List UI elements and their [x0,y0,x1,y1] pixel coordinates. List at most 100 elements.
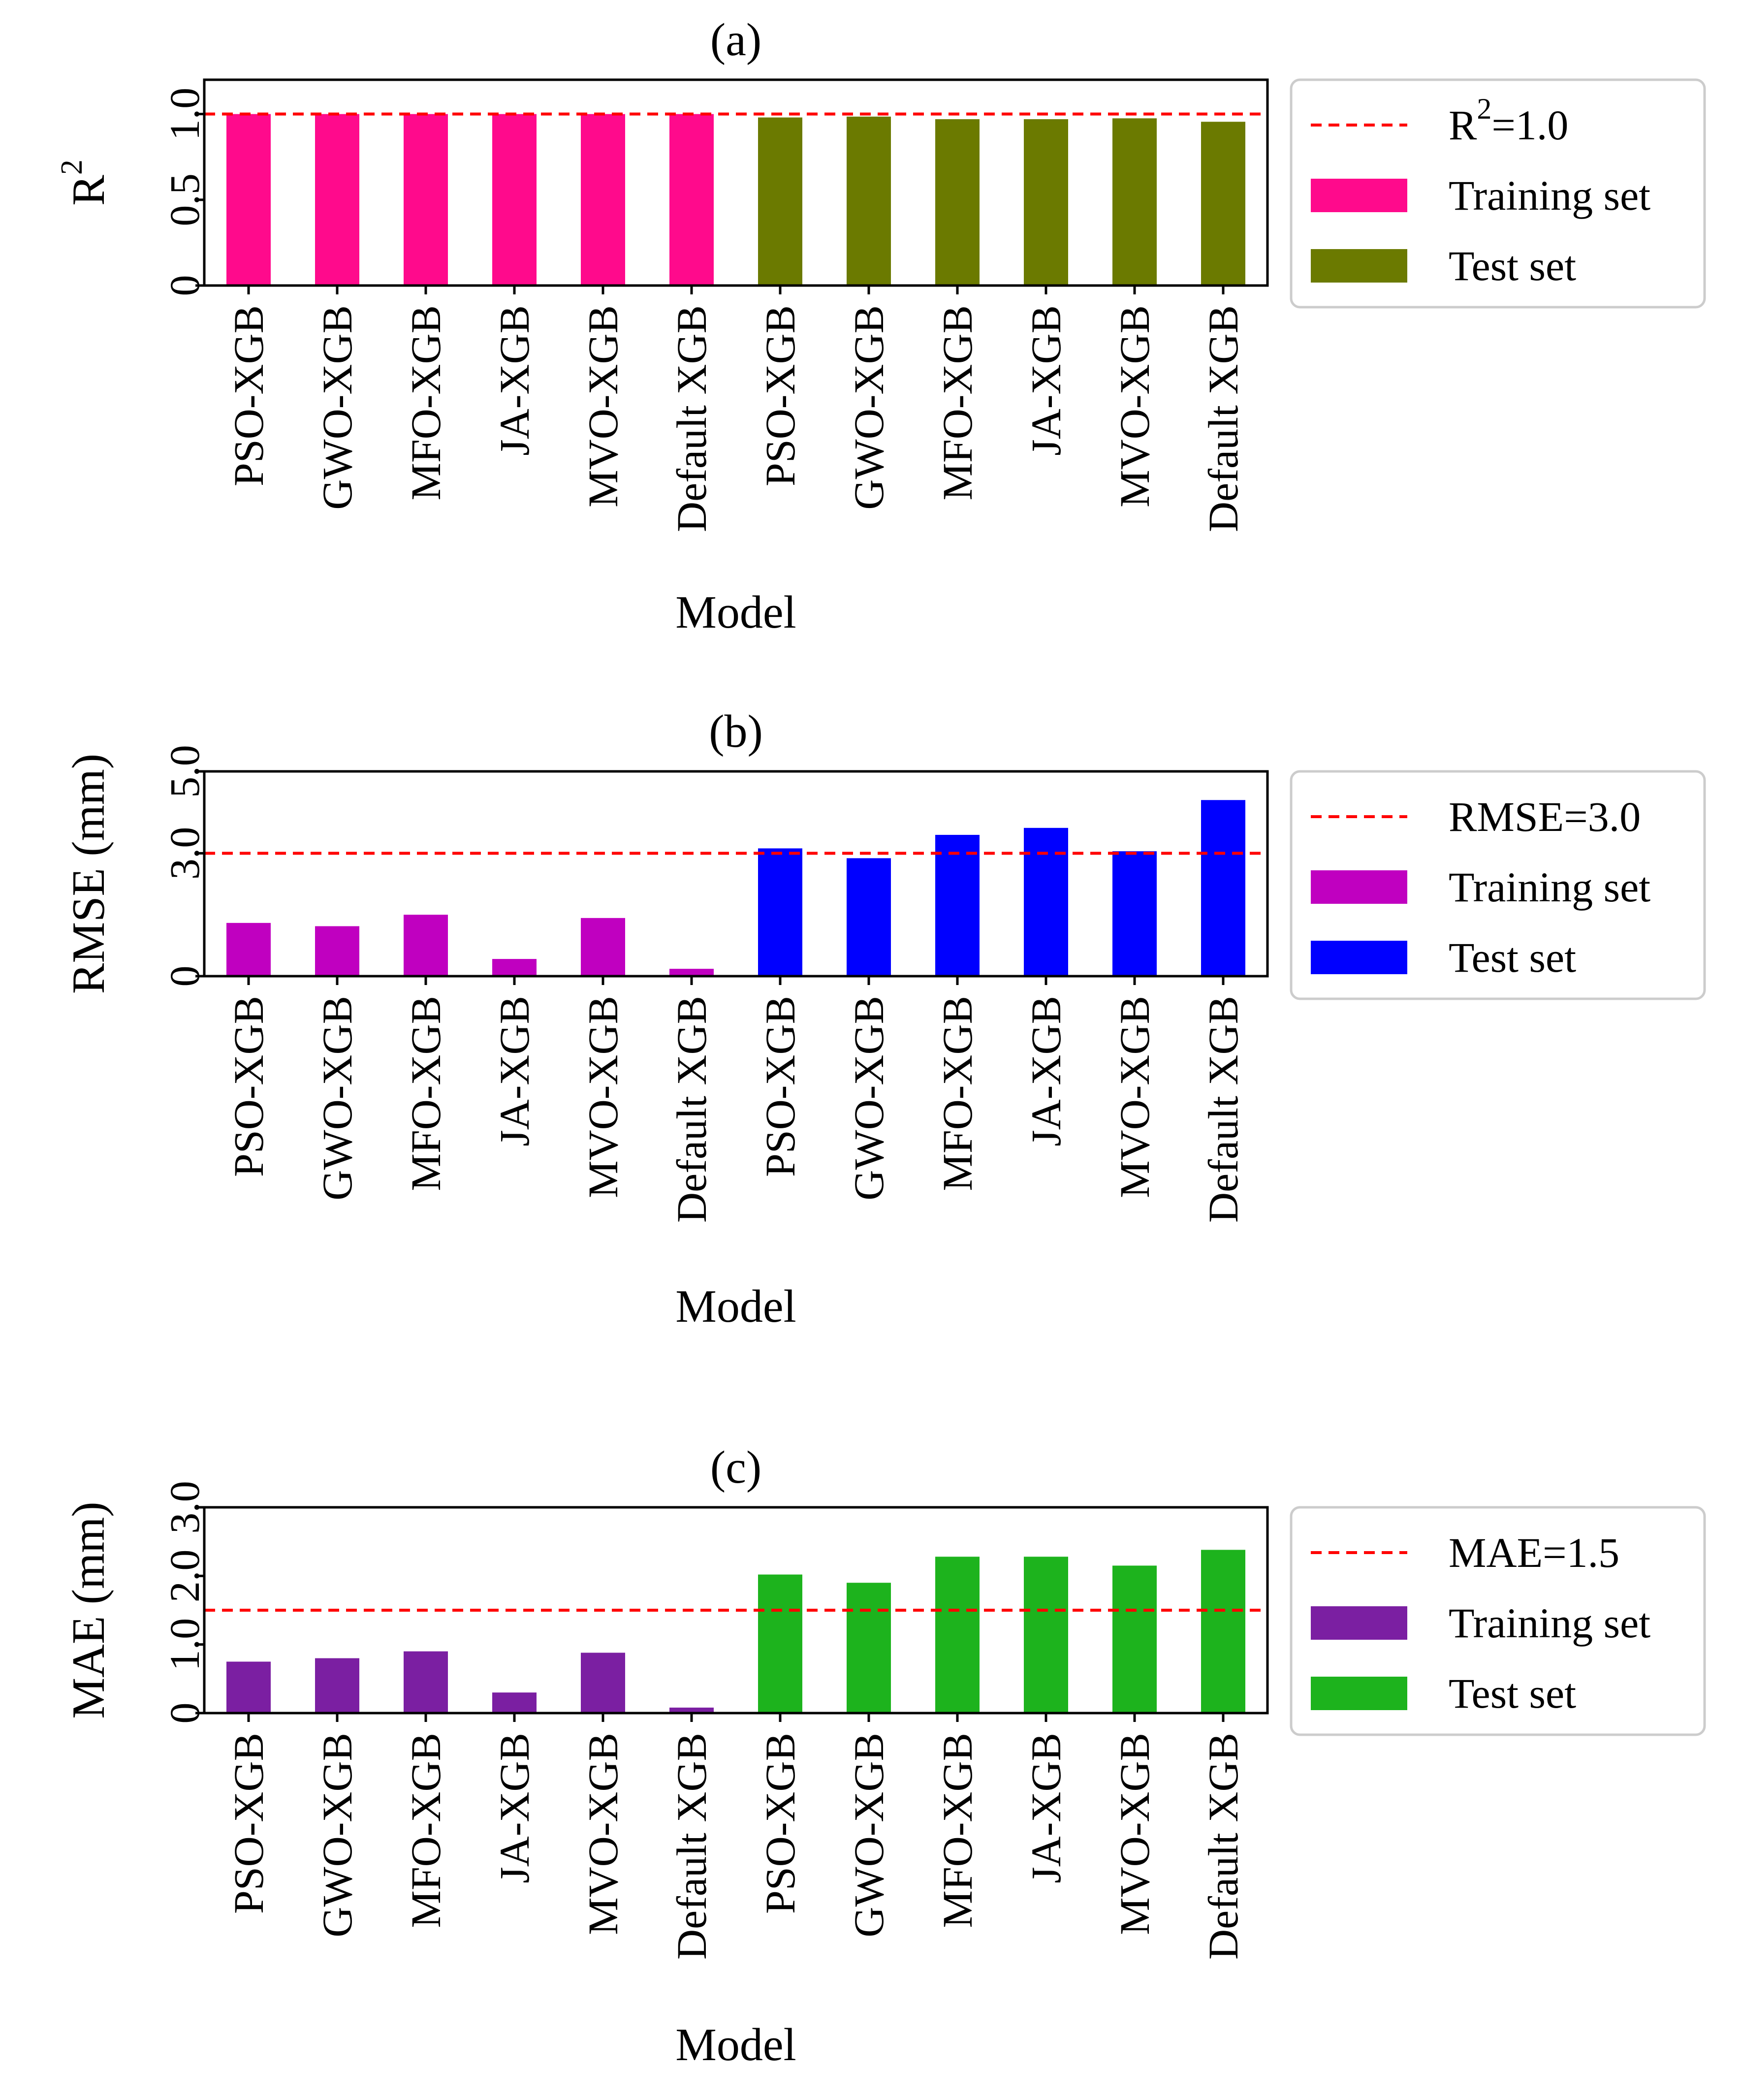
bar-test-7 [847,1583,891,1713]
bar-test-11 [1201,800,1245,976]
legend-label-test: Test set [1449,934,1576,981]
bar-training-0 [226,923,271,976]
x-tick-label: GWO-XGB [314,305,361,510]
legend-label-reference-text: MAE=1.5 [1449,1529,1619,1576]
x-tick-label: PSO-XGB [757,305,804,486]
chart-title: (c) [710,1442,761,1493]
bar-test-10 [1112,851,1157,976]
x-tick-label: MVO-XGB [1111,305,1158,508]
bar-training-1 [315,926,359,976]
bar-training-0 [226,1661,271,1713]
plot-frame [203,770,1269,978]
bar-test-9 [1024,827,1068,976]
bar-test-6 [758,848,802,976]
y-tick-label: 0 [161,966,208,987]
bar-training-5 [669,114,714,286]
x-tick-label: MVO-XGB [1111,1733,1158,1935]
bar-training-5 [669,1707,714,1713]
legend-label-reference-sup: 2 [1477,93,1491,125]
y-axis-label: MAE (mm) [63,1501,114,1718]
legend-swatch-test [1311,941,1407,974]
chart-title: (b) [709,706,763,757]
x-tick-label: Default XGB [668,1733,715,1960]
x-tick-label: JA-XGB [491,305,538,456]
bar-training-4 [581,918,625,976]
y-tick-label: 0 [161,275,208,296]
legend-label-test: Test set [1449,242,1576,289]
x-tick-label: MFO-XGB [934,305,981,501]
plot-frame [203,78,1269,287]
y-axis-label-text: R [63,175,114,206]
x-tick-label: GWO-XGB [845,1733,892,1938]
x-tick-label: PSO-XGB [757,1733,804,1914]
x-tick-label: PSO-XGB [225,996,272,1177]
legend-swatch-training [1311,870,1407,904]
legend-swatch-training [1311,1606,1407,1640]
x-tick-label: MFO-XGB [934,1733,981,1928]
bar-test-11 [1201,122,1245,286]
x-tick-label: MVO-XGB [579,305,627,508]
legend-label-training: Training set [1449,1599,1650,1647]
y-tick-label: 5.0 [161,745,208,798]
x-tick-label: PSO-XGB [225,1733,272,1914]
legend-label-training: Training set [1449,172,1650,219]
bar-test-8 [935,119,980,286]
y-axis-label-sup: 2 [55,159,89,175]
x-tick-label: JA-XGB [1022,1733,1070,1883]
legend-label-test: Test set [1449,1670,1576,1717]
legend-label-reference: RMSE=3.0 [1449,793,1641,840]
x-tick-label: JA-XGB [1022,305,1070,456]
bar-test-6 [758,1574,802,1713]
y-tick-label: 2.0 [161,1550,208,1603]
legend-label-training: Training set [1449,863,1650,911]
bar-test-9 [1024,1557,1068,1713]
x-tick-label: GWO-XGB [845,305,892,510]
bar-test-7 [847,858,891,976]
x-tick-label: MFO-XGB [402,996,449,1191]
bar-training-1 [315,1658,359,1713]
x-tick-label: Default XGB [1200,305,1247,532]
y-tick-label: 3.0 [161,827,208,880]
x-tick-label: GWO-XGB [845,996,892,1201]
legend-label-reference: MAE=1.5 [1449,1529,1619,1576]
y-tick-label: 1.0 [161,1618,208,1671]
plot-frame [203,1506,1269,1715]
bar-training-0 [226,114,271,286]
bar-test-6 [758,117,802,286]
bar-test-10 [1112,1565,1157,1713]
legend-swatch-test [1311,1677,1407,1710]
legend: MAE=1.5 Training set Test set [1290,1506,1706,1736]
bar-training-4 [581,1653,625,1713]
x-axis-label: Model [675,587,796,638]
bar-test-11 [1201,1550,1245,1713]
legend: R2=1.0 Training set Test set [1290,78,1706,309]
bar-training-3 [492,114,537,286]
bar-test-7 [847,116,891,286]
bar-test-8 [935,1557,980,1713]
chart-panel-b: (b) 0 3.0 5.0 RMSE (mm) PSO-XGB GWO-XGB MFO-XGB… [63,706,1706,1332]
bar-training-2 [404,915,448,976]
bar-test-9 [1024,119,1068,286]
x-tick-label: MVO-XGB [579,1733,627,1935]
x-tick-label: MFO-XGB [402,1733,449,1928]
legend-label-reference-text: RMSE=3.0 [1449,793,1641,840]
x-axis-label: Model [675,1281,796,1332]
y-tick-label: 1.0 [161,88,208,141]
bar-training-4 [581,114,625,286]
x-tick-label: MVO-XGB [579,996,627,1198]
y-tick-label: 3.0 [161,1481,208,1534]
x-tick-label: MFO-XGB [402,305,449,501]
bar-test-10 [1112,118,1157,286]
bar-training-3 [492,1692,537,1713]
x-tick-label: PSO-XGB [225,305,272,486]
x-tick-label: PSO-XGB [757,996,804,1177]
legend-swatch-test [1311,249,1407,283]
legend: RMSE=3.0 Training set Test set [1290,770,1706,1000]
y-axis-label-text: RMSE (mm) [63,754,114,994]
y-axis-label-text: MAE (mm) [63,1501,114,1718]
y-axis-label: RMSE (mm) [63,754,114,994]
x-tick-label: Default XGB [668,305,715,532]
x-tick-label: Default XGB [1200,996,1247,1223]
